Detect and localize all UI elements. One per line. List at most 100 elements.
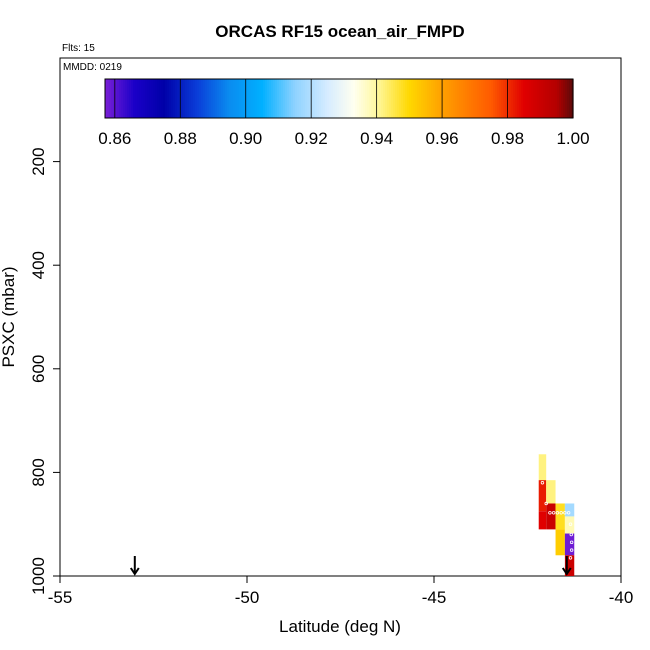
colorbar-segment (205, 79, 208, 118)
colorbar-segment (443, 79, 446, 118)
heat-cell (546, 503, 556, 530)
colorbar-segment (435, 79, 438, 118)
colorbar-segment (213, 79, 216, 118)
position-arrow (561, 556, 572, 576)
colorbar-segment (341, 79, 344, 118)
colorbar-segment (429, 79, 432, 118)
colorbar-segment (277, 79, 280, 118)
colorbar-segment (495, 79, 498, 118)
colorbar-segment (529, 79, 532, 118)
colorbar-tick-label: 0.88 (164, 129, 197, 148)
colorbar-segment (133, 79, 136, 118)
colorbar-segment (245, 79, 248, 118)
colorbar-segment (323, 79, 326, 118)
colorbar-segment (367, 79, 370, 118)
colorbar-segment (169, 79, 172, 118)
colorbar-segment (311, 79, 314, 118)
colorbar-segment (225, 79, 228, 118)
colorbar-segment (403, 79, 406, 118)
colorbar-segment (127, 79, 130, 118)
colorbar-segment (519, 79, 522, 118)
colorbar-tick-label: 0.90 (229, 129, 262, 148)
colorbar-segment (405, 79, 408, 118)
colorbar-segment (481, 79, 484, 118)
colorbar-segment (473, 79, 476, 118)
colorbar-segment (377, 79, 380, 118)
colorbar-segment (247, 79, 250, 118)
colorbar-segment (507, 79, 510, 118)
colorbar-segment (227, 79, 230, 118)
colorbar-segment (343, 79, 346, 118)
colorbar-segment (147, 79, 150, 118)
trace-point (548, 511, 552, 515)
colorbar-segment (193, 79, 196, 118)
colorbar-segment (143, 79, 146, 118)
heat-cell (555, 529, 565, 556)
trace-point (569, 540, 574, 545)
colorbar-segment (555, 79, 558, 118)
colorbar-segment (197, 79, 200, 118)
colorbar-segment (289, 79, 292, 118)
colorbar-segment (461, 79, 464, 118)
colorbar-segment (521, 79, 524, 118)
colorbar-segment (141, 79, 144, 118)
colorbar-segment (371, 79, 374, 118)
x-tick-label: -40 (609, 588, 634, 607)
colorbar-segment (397, 79, 400, 118)
colorbar-segment (207, 79, 210, 118)
flight-trace (540, 481, 574, 560)
colorbar-segment (505, 79, 508, 118)
colorbar-segment (137, 79, 140, 118)
colorbar-segment (385, 79, 388, 118)
colorbar-segment (249, 79, 252, 118)
colorbar-segment (487, 79, 490, 118)
colorbar-segment (271, 79, 274, 118)
y-tick-label: 400 (29, 251, 48, 279)
flights-label: Flts: 15 (62, 43, 95, 54)
colorbar-segment (331, 79, 334, 118)
colorbar-segment (337, 79, 340, 118)
colorbar-segment (255, 79, 258, 118)
colorbar-segment (523, 79, 526, 118)
colorbar-segment (513, 79, 516, 118)
colorbar-segment (417, 79, 420, 118)
trace-point (566, 511, 571, 515)
colorbar-segment (437, 79, 440, 118)
colorbar-segment (305, 79, 308, 118)
colorbar-segment (477, 79, 480, 118)
colorbar-segment (173, 79, 176, 118)
colorbar-segment (549, 79, 552, 118)
x-tick-label: -50 (235, 588, 260, 607)
colorbar-segment (131, 79, 134, 118)
colorbar-segment (563, 79, 566, 118)
mmdd-label: MMDD: 0219 (63, 62, 122, 73)
colorbar-segment (479, 79, 482, 118)
colorbar-segment (465, 79, 468, 118)
colorbar-segment (383, 79, 386, 118)
colorbar-segment (347, 79, 350, 118)
colorbar-segment (439, 79, 442, 118)
colorbar-segment (115, 79, 118, 118)
colorbar-segment (189, 79, 192, 118)
colorbar-segment (165, 79, 168, 118)
colorbar-segment (559, 79, 562, 118)
x-axis: -55 -50 -45 -40 (48, 576, 634, 607)
colorbar-segment (119, 79, 122, 118)
colorbar-segment (571, 79, 574, 118)
colorbar-segment (251, 79, 254, 118)
colorbar-segment (445, 79, 448, 118)
colorbar: 0.86 0.88 0.90 0.92 0.94 0.96 0.98 1.00 (98, 78, 590, 148)
trace-point (563, 511, 567, 515)
colorbar-segment (317, 79, 320, 118)
colorbar-segment (395, 79, 398, 118)
heat-cell (564, 533, 575, 556)
colorbar-segment (139, 79, 142, 118)
colorbar-segment (407, 79, 410, 118)
colorbar-segment (525, 79, 528, 118)
colorbar-segment (135, 79, 138, 118)
colorbar-segment (283, 79, 286, 118)
colorbar-segment (489, 79, 492, 118)
colorbar-segment (469, 79, 472, 118)
colorbar-tick-label: 0.94 (360, 129, 393, 148)
colorbar-segment (511, 79, 514, 118)
